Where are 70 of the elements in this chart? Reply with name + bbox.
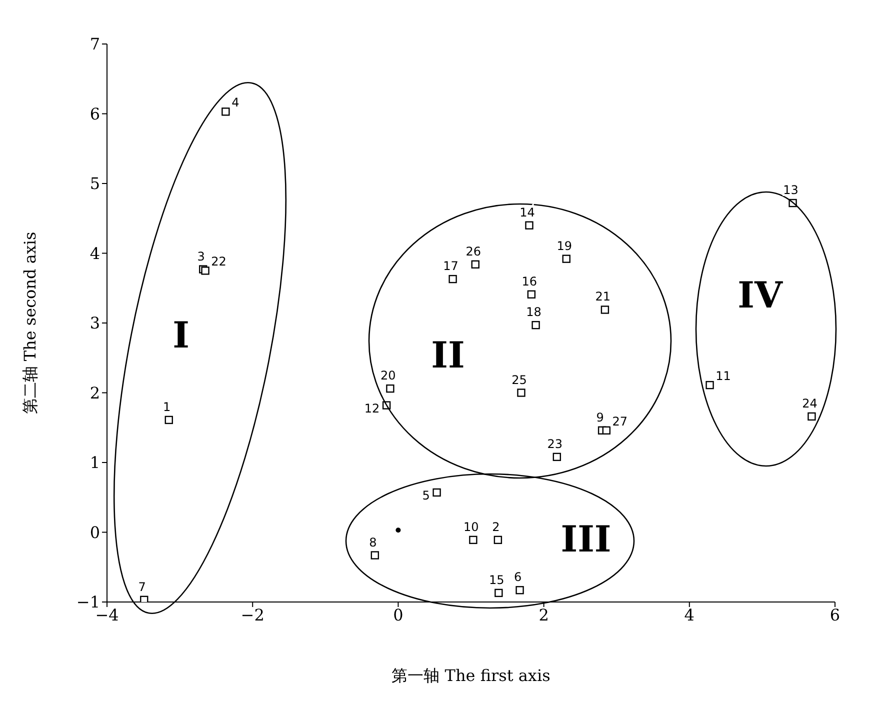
- y-tick-label: 5: [90, 174, 100, 194]
- point: [602, 426, 611, 435]
- x-axis-title: 第一轴 The first axis: [392, 666, 550, 685]
- point: [706, 380, 714, 390]
- annotation: 24: [802, 396, 818, 410]
- y-tick-label: 0: [90, 522, 100, 542]
- annotation: 14: [520, 205, 535, 220]
- annotation: 23: [547, 436, 563, 451]
- annotation: III: [560, 518, 612, 560]
- annotation: 25: [512, 372, 527, 387]
- point: [552, 452, 562, 462]
- annotation: 26: [466, 244, 482, 258]
- annotation: 5: [422, 488, 430, 502]
- point: [396, 528, 401, 533]
- x-tick-label: 6: [830, 605, 840, 624]
- point: [494, 536, 502, 544]
- annotation: 1: [163, 400, 171, 414]
- annotation: 8: [369, 535, 377, 550]
- point: [471, 260, 480, 269]
- annotation: 19: [556, 238, 572, 253]
- point: [494, 588, 503, 598]
- point: [140, 596, 148, 602]
- annotation: IV: [738, 274, 784, 316]
- annotation: 9: [596, 410, 604, 424]
- annotation: 15: [489, 572, 504, 587]
- point: [808, 412, 816, 421]
- annotation: 7: [138, 580, 146, 594]
- point: [432, 488, 441, 497]
- annotation: 27: [612, 414, 628, 428]
- x-tick-label: 0: [393, 605, 404, 624]
- y-axis-title: 第二轴 The second axis: [20, 232, 40, 414]
- x-tick-label: 2: [538, 605, 549, 624]
- y-tick-label: 7: [90, 34, 100, 54]
- point: [562, 254, 570, 263]
- annotation: 13: [783, 183, 798, 198]
- annotation: 18: [526, 305, 542, 320]
- y-tick-label: 4: [90, 244, 100, 263]
- y-tick-label: 3: [90, 314, 100, 333]
- point: [222, 108, 230, 116]
- point: [370, 551, 380, 560]
- annotation: 22: [211, 254, 226, 269]
- y-tick-label: −1: [76, 592, 100, 612]
- point: [386, 384, 394, 393]
- point: [448, 274, 457, 284]
- annotation: I: [172, 314, 190, 356]
- annotation: 6: [514, 570, 522, 584]
- annotation: 12: [364, 401, 380, 416]
- point: [600, 306, 610, 314]
- y-tick-label: 6: [90, 104, 100, 124]
- y-tick-label: 1: [90, 453, 100, 472]
- annotation: 4: [232, 96, 240, 110]
- x-tick-label: −2: [240, 605, 264, 624]
- point: [527, 290, 536, 298]
- annotation: II: [431, 334, 465, 376]
- point: [532, 320, 540, 330]
- x-tick-label: 4: [684, 605, 694, 624]
- point: [517, 388, 526, 397]
- annotation: 20: [380, 368, 396, 383]
- annotation: 16: [522, 274, 538, 288]
- point: [516, 586, 524, 594]
- y-tick-label: 2: [90, 383, 100, 402]
- point: [164, 416, 173, 424]
- annotation: 17: [443, 259, 458, 274]
- annotation: 11: [716, 369, 731, 384]
- annotation: 3: [197, 249, 205, 264]
- annotation: 2: [492, 520, 500, 534]
- annotation: 21: [595, 290, 611, 304]
- annotation: 10: [464, 520, 479, 534]
- point: [469, 536, 478, 544]
- point: [525, 221, 534, 230]
